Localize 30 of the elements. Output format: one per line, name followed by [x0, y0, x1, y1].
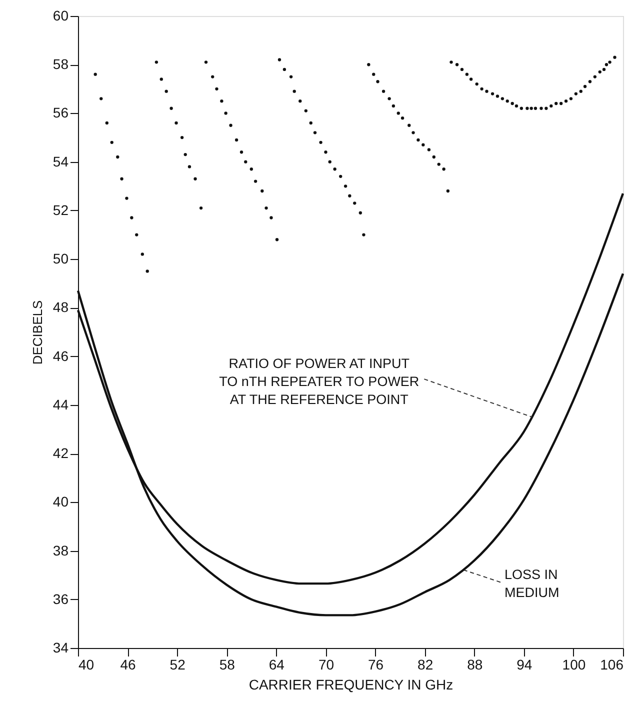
y-tick-label: 48	[52, 299, 69, 316]
y-tick-label: 44	[52, 396, 69, 412]
x-tick-label: 100	[562, 656, 586, 672]
x-tick-label: 46	[120, 656, 136, 672]
y-tick-label: 60	[52, 8, 69, 24]
x-axis-title: CARRIER FREQUENCY IN GHz	[248, 676, 454, 692]
x-tick-label: 76	[368, 656, 384, 672]
y-tick-label: 56	[52, 104, 69, 121]
x-tick-label: 52	[170, 656, 186, 672]
x-tick-label: 106	[600, 656, 624, 672]
x-tick-label: 70	[318, 656, 334, 672]
y-tick-label: 58	[52, 56, 69, 72]
y-tick-label: 42	[52, 445, 69, 462]
y-tick-label: 52	[52, 202, 69, 218]
y-tick-label: 36	[52, 590, 69, 607]
annotation: RATIO OF POWER AT INPUT TO nTH REPEATER TO POWER AT THE REFERENCE POINT	[219, 356, 420, 408]
x-tick-label: 82	[418, 656, 434, 672]
x-tick-label: 40	[78, 656, 94, 672]
x-tick-label: 88	[467, 656, 483, 672]
annotation: LOSS IN MEDIUM	[504, 567, 560, 600]
y-tick-label: 38	[52, 542, 69, 558]
y-axis-title: DECIBELS	[30, 300, 45, 365]
x-tick-label: 94	[516, 656, 532, 672]
x-tick-label: 64	[268, 656, 285, 672]
y-tick-label: 46	[52, 348, 69, 364]
y-tick-label: 34	[52, 640, 69, 656]
x-tick-label: 58	[219, 656, 236, 672]
y-tick-label: 40	[52, 494, 69, 510]
y-tick-label: 50	[52, 250, 69, 267]
y-tick-label: 54	[52, 153, 69, 170]
